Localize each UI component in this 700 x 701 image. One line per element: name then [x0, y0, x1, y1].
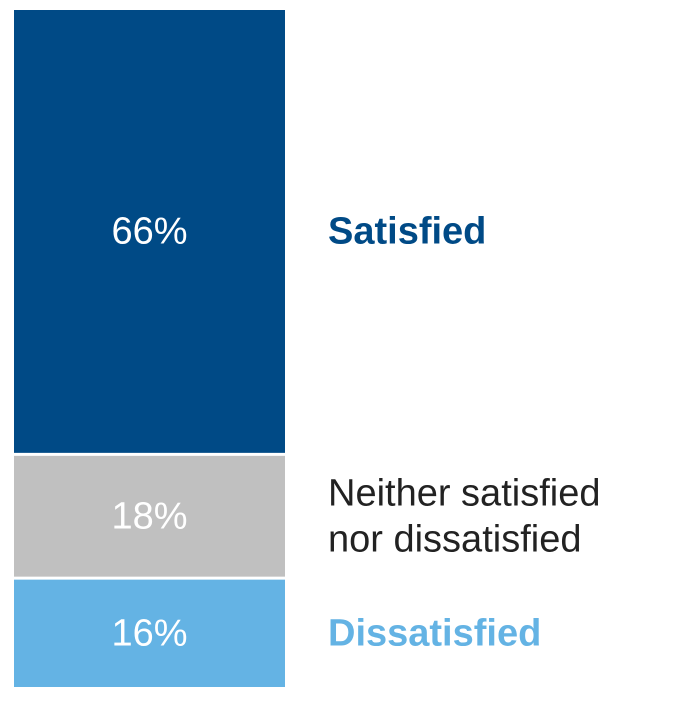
value-label-dissatisfied: 16% — [111, 612, 187, 654]
bar-segment-neither-satisfied-nor-dissatisfied — [14, 455, 285, 577]
bar-segment-dissatisfied — [14, 579, 285, 687]
value-labels: 66% 18% 16% — [111, 210, 187, 654]
value-label-neither-satisfied-nor-dissatisfied: 18% — [111, 495, 187, 537]
value-label-satisfied: 66% — [111, 210, 187, 252]
category-label-dissatisfied: Dissatisfied — [328, 612, 541, 654]
bar-stack — [14, 10, 285, 687]
category-label-neither-satisfied-nor-dissatisfied-line-1: Neither satisfied — [328, 472, 600, 514]
category-label-satisfied: Satisfied — [328, 210, 486, 252]
category-label-neither-satisfied-nor-dissatisfied-line-2: nor dissatisfied — [328, 518, 581, 560]
bar-segment-satisfied — [14, 10, 285, 453]
